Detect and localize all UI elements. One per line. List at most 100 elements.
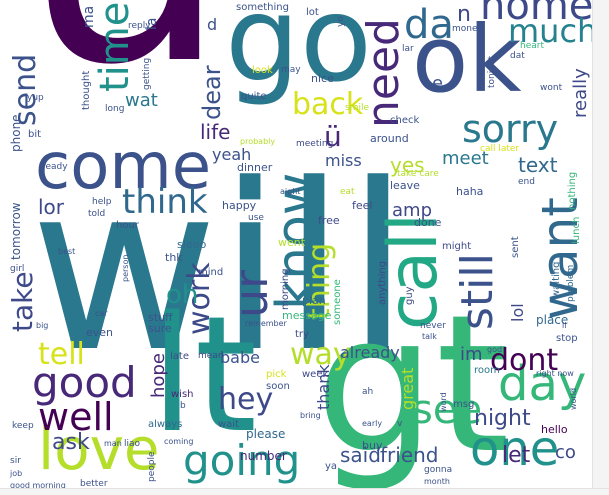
word-tonight: tonight (487, 55, 497, 88)
word-plan: plan (302, 294, 326, 307)
word-big: big (36, 321, 49, 330)
word-come: come (35, 130, 212, 204)
word-oh: oh (166, 280, 199, 310)
word-let: let (502, 443, 531, 468)
word-happy: happy (222, 199, 257, 212)
word-late: late (170, 351, 189, 362)
word-number: number (240, 449, 287, 463)
word-think: think (122, 182, 208, 222)
word-month: month (424, 477, 450, 486)
word-around: around (370, 132, 409, 145)
word-msg: msg (453, 399, 475, 410)
word-lol: lol (508, 303, 527, 322)
word-im: im (460, 344, 483, 365)
word-done: done (414, 216, 442, 229)
word-sir: sir (10, 456, 21, 466)
word-smile: smile (345, 103, 369, 113)
image-frame-bottom (0, 488, 609, 495)
word-friend: friend (380, 443, 439, 467)
word-week: week (302, 369, 329, 380)
word-heart: heart (520, 41, 544, 51)
word-morning: morning (280, 268, 291, 310)
word-well: well (38, 395, 114, 439)
word-never: never (420, 321, 446, 331)
word-mean: mean (198, 351, 224, 361)
word-dinner: dinner (237, 161, 273, 174)
word-pick: pick (266, 369, 287, 380)
word-thk: thk (165, 251, 183, 264)
word-ok: ok (412, 6, 522, 113)
word-long: long (105, 104, 125, 114)
word-u: u (20, 0, 229, 110)
word-best: best (58, 247, 76, 256)
word-god: god (487, 345, 503, 354)
word-talk: talk (422, 332, 437, 341)
word-great: great (398, 367, 417, 410)
word-life: life (200, 120, 231, 144)
word-haha: haha (456, 185, 484, 198)
word-bit: bit (28, 129, 42, 140)
word-ask: ask (52, 430, 90, 455)
word-sent: sent (510, 236, 521, 258)
word-look: look (252, 65, 273, 76)
word-take: take (6, 271, 39, 332)
word-lar: lar (402, 44, 414, 54)
word-d: d (207, 15, 218, 34)
word-said: said (340, 443, 381, 467)
word-tomorrow: tomorrow (9, 202, 23, 260)
word-lunch: lunch (571, 216, 582, 244)
word-coming: coming (164, 437, 194, 446)
word-night: night (474, 406, 531, 431)
word-free: free (318, 214, 340, 227)
word-text: text (518, 153, 558, 177)
word-nice: nice (311, 72, 334, 85)
word-quite: quite (241, 91, 267, 102)
word-even: even (86, 326, 114, 339)
word-stuff: stuff (148, 311, 173, 324)
word-already: already (340, 343, 400, 362)
word-might: might (442, 241, 472, 252)
word-ready: ready (42, 162, 68, 172)
word-call-later: call later (480, 144, 520, 154)
word-always: always (148, 419, 183, 430)
word-see: see (412, 387, 483, 433)
word-still: still (452, 253, 503, 330)
word-mind: mind (198, 267, 224, 278)
word-aight: aight (280, 187, 301, 196)
word-lt: lt (150, 281, 258, 468)
word-reply: reply (128, 21, 151, 31)
word-one: one (470, 421, 560, 477)
word-miss: miss (325, 151, 362, 170)
word-good: good (32, 358, 137, 407)
word-waiting: waiting (551, 261, 562, 298)
word-better: better (80, 479, 108, 489)
word-back: back (292, 87, 364, 122)
word-yo: yo (336, 16, 346, 27)
word-help: help (92, 197, 112, 207)
word-la: la (144, 17, 160, 30)
word-car: car (95, 309, 108, 318)
word-u-umlaut: ü (324, 120, 342, 153)
word-probably: probably (240, 137, 276, 146)
word-bring: bring (300, 411, 321, 420)
word-hope: hope (148, 353, 169, 398)
word-world: world (569, 387, 578, 410)
word-going: going (183, 436, 301, 485)
word-use: use (248, 213, 264, 223)
word-gt: gt (315, 274, 511, 495)
word-meeting: meeting (296, 139, 334, 149)
word-will: will (30, 136, 410, 403)
word-right-now: right now (536, 369, 574, 378)
word-ur: ur (224, 269, 278, 318)
word-ma: ma (81, 5, 97, 28)
word-wat: wat (125, 90, 158, 111)
word-try: try (295, 329, 309, 340)
word-much: much (508, 12, 598, 50)
word-dont: dont (490, 343, 559, 378)
word-thought: thought (81, 70, 92, 110)
word-co: co (555, 442, 576, 463)
word-nothing: nothing (567, 171, 578, 210)
word-people: people (147, 451, 157, 482)
word-ll: ll (562, 321, 567, 330)
word-sorry: sorry (462, 107, 559, 151)
